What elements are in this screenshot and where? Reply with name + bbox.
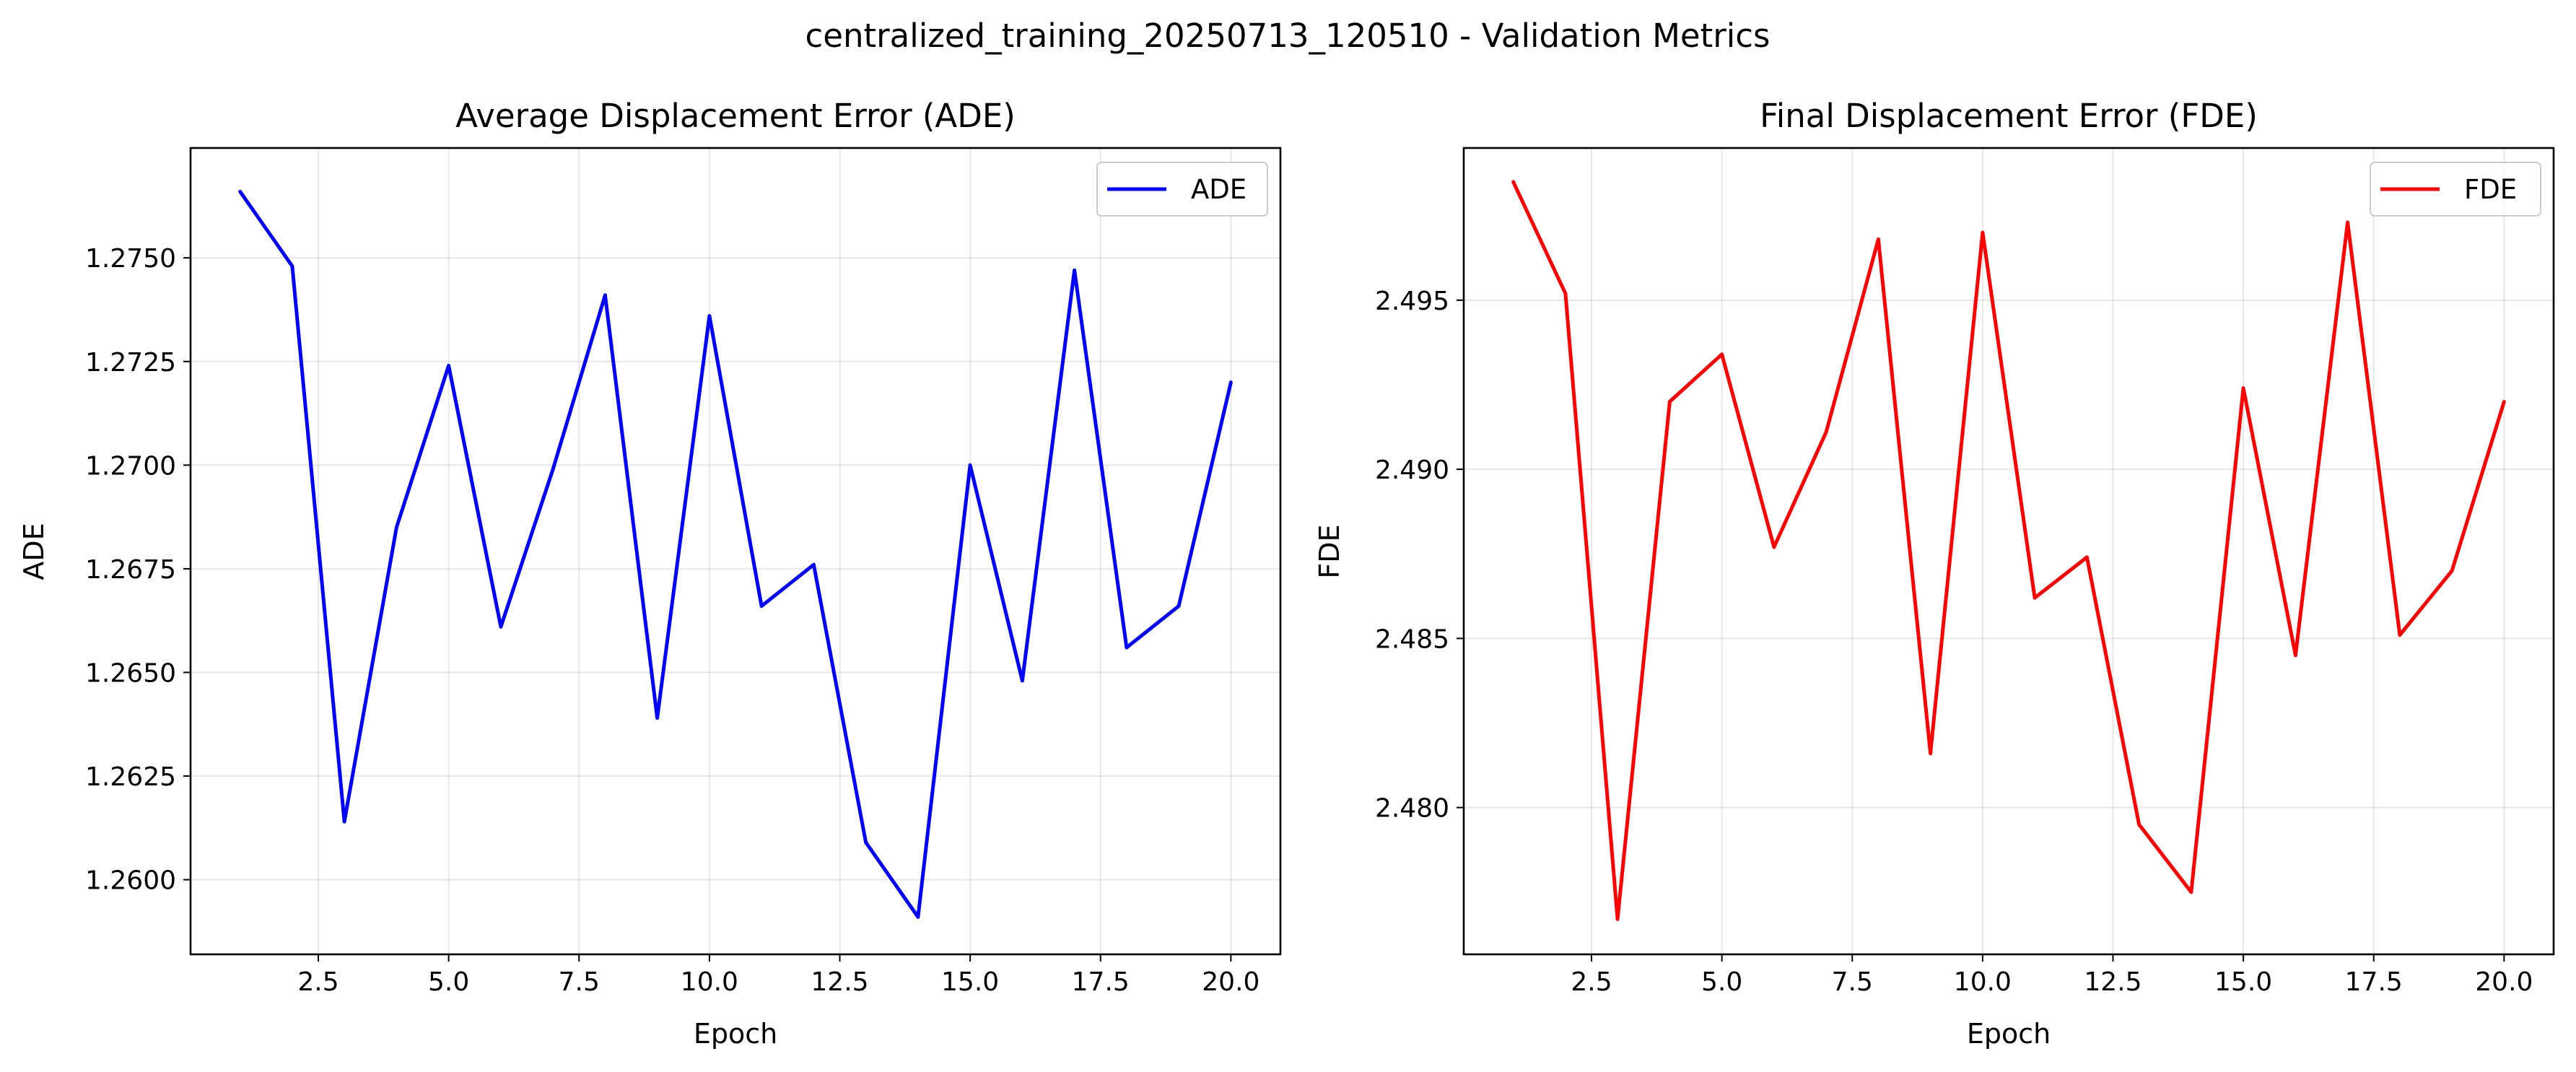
fde-subplot-title: Final Displacement Error (FDE) bbox=[1760, 97, 2258, 135]
ade-data-point bbox=[342, 819, 346, 824]
ade-x-tick-label: 2.5 bbox=[297, 967, 339, 997]
fde-y-tick-label: 2.485 bbox=[1375, 624, 1449, 654]
fde-data-point bbox=[1511, 180, 1516, 184]
ade-data-point bbox=[1228, 380, 1233, 384]
ade-data-point bbox=[968, 463, 972, 467]
ade-data-point bbox=[499, 624, 503, 629]
fde-data-point bbox=[2241, 386, 2245, 391]
fde-data-point bbox=[1824, 430, 1828, 434]
fde-legend-label: FDE bbox=[2464, 174, 2517, 205]
fde-series-line bbox=[1511, 180, 2506, 921]
ade-data-point bbox=[707, 314, 712, 318]
ade-x-axis-label: Epoch bbox=[694, 1018, 777, 1050]
ade-y-tick-label: 1.2600 bbox=[85, 866, 176, 896]
ade-data-point bbox=[811, 562, 816, 567]
fde-data-point bbox=[2502, 400, 2506, 404]
fde-data-point bbox=[2346, 220, 2350, 225]
ade-x-tick-label: 10.0 bbox=[681, 967, 738, 997]
fde-data-point bbox=[2137, 822, 2141, 827]
ade-legend: ADE bbox=[1096, 162, 1268, 217]
fde-series bbox=[1511, 180, 2506, 921]
fde-x-tick-label: 15.0 bbox=[2214, 967, 2272, 997]
ade-y-axis-label: ADE bbox=[18, 523, 50, 580]
fde-x-tick-label: 17.5 bbox=[2345, 967, 2403, 997]
fde-y-tick-label: 2.495 bbox=[1375, 287, 1449, 316]
figure-title: centralized_training_20250713_120510 - V… bbox=[805, 17, 1771, 55]
ade-subplot: Average Displacement Error (ADE) 2.5 5.0 7… bbox=[18, 97, 1282, 1050]
fde-x-tick-label: 5.0 bbox=[1701, 967, 1742, 997]
ade-y-tick-label: 1.2675 bbox=[85, 555, 176, 585]
fde-x-axis-label: Epoch bbox=[1967, 1018, 2051, 1050]
ade-data-point bbox=[1176, 604, 1181, 608]
ade-data-point bbox=[759, 604, 764, 608]
fde-data-point bbox=[2450, 569, 2454, 573]
ade-y-tick-label: 1.2625 bbox=[85, 762, 176, 792]
fde-data-point bbox=[1667, 400, 1672, 404]
ade-data-point bbox=[1020, 679, 1024, 683]
ade-legend-label: ADE bbox=[1191, 174, 1246, 205]
ade-x-tick-label: 5.0 bbox=[428, 967, 469, 997]
ade-y-tick-label: 1.2750 bbox=[85, 244, 176, 274]
ade-grid bbox=[191, 148, 1280, 954]
ade-y-tick-label: 1.2700 bbox=[85, 451, 176, 481]
fde-data-point bbox=[1981, 230, 1985, 235]
fde-legend: FDE bbox=[2370, 162, 2541, 217]
fde-y-tick-label: 2.480 bbox=[1375, 794, 1449, 824]
fde-data-point bbox=[2189, 890, 2193, 894]
ade-x-tick-label: 12.5 bbox=[811, 967, 868, 997]
fde-data-point bbox=[1929, 751, 1933, 756]
ade-x-tick-label: 20.0 bbox=[1202, 967, 1259, 997]
ade-x-tick-label: 7.5 bbox=[559, 967, 600, 997]
ade-data-point bbox=[238, 189, 243, 193]
fde-subplot: Final Displacement Error (FDE) 2.5 5.0 7.5… bbox=[1314, 97, 2555, 1050]
fde-data-point bbox=[1720, 352, 1724, 357]
ade-y-tick-label: 1.2725 bbox=[85, 348, 176, 378]
fde-data-point bbox=[2293, 653, 2297, 658]
fde-x-tick-label: 10.0 bbox=[1954, 967, 2012, 997]
ade-y-tick-label: 1.2650 bbox=[85, 658, 176, 688]
ade-data-point bbox=[394, 526, 398, 529]
ade-data-point bbox=[1125, 645, 1129, 650]
ade-series bbox=[238, 189, 1233, 919]
fde-grid bbox=[1464, 148, 2554, 954]
fde-x-tick-label: 2.5 bbox=[1571, 967, 1612, 997]
ade-axes-frame bbox=[189, 147, 1282, 956]
ade-data-point bbox=[551, 467, 555, 471]
ade-subplot-title: Average Displacement Error (ADE) bbox=[455, 97, 1016, 135]
ade-x-tick-label: 15.0 bbox=[941, 967, 999, 997]
ade-data-point bbox=[655, 716, 660, 720]
fde-ticks: 2.5 5.0 7.5 10.0 12.5 15.0 17.5 20.0 2.480 2.485 2… bbox=[1375, 287, 2533, 997]
fde-y-axis-label: FDE bbox=[1314, 524, 1345, 578]
ade-data-point bbox=[864, 840, 868, 845]
fde-data-point bbox=[1772, 545, 1776, 549]
fde-x-tick-label: 7.5 bbox=[1832, 967, 1873, 997]
fde-data-point bbox=[1563, 292, 1568, 295]
ade-x-tick-label: 17.5 bbox=[1072, 967, 1130, 997]
ade-series-line bbox=[238, 190, 1233, 919]
fde-data-point bbox=[2033, 596, 2037, 600]
fde-data-point bbox=[1615, 917, 1620, 921]
fde-data-point bbox=[1876, 238, 1880, 241]
fde-y-tick-label: 2.490 bbox=[1375, 456, 1449, 485]
fde-axes-frame bbox=[1462, 147, 2555, 956]
fde-x-tick-label: 12.5 bbox=[2084, 967, 2141, 997]
ade-data-point bbox=[1073, 269, 1077, 272]
ade-data-point bbox=[603, 293, 607, 297]
fde-x-tick-label: 20.0 bbox=[2475, 967, 2533, 997]
ade-legend-box bbox=[1096, 162, 1268, 217]
ade-ticks: 2.5 5.0 7.5 10.0 12.5 15.0 17.5 20.0 1.2600 1.262… bbox=[85, 244, 1259, 997]
ade-data-point bbox=[447, 364, 451, 367]
fde-data-point bbox=[2398, 633, 2402, 637]
fde-data-point bbox=[2084, 555, 2089, 559]
fde-legend-box bbox=[2370, 162, 2541, 217]
ade-data-point bbox=[290, 264, 294, 269]
ade-data-point bbox=[916, 915, 920, 919]
